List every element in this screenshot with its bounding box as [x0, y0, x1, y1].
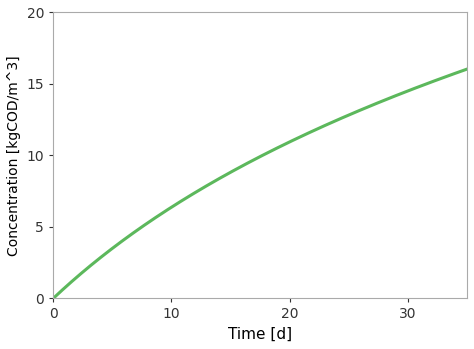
X-axis label: Time [d]: Time [d] — [228, 327, 292, 342]
Y-axis label: Concentration [kgCOD/m^3]: Concentration [kgCOD/m^3] — [7, 55, 21, 256]
